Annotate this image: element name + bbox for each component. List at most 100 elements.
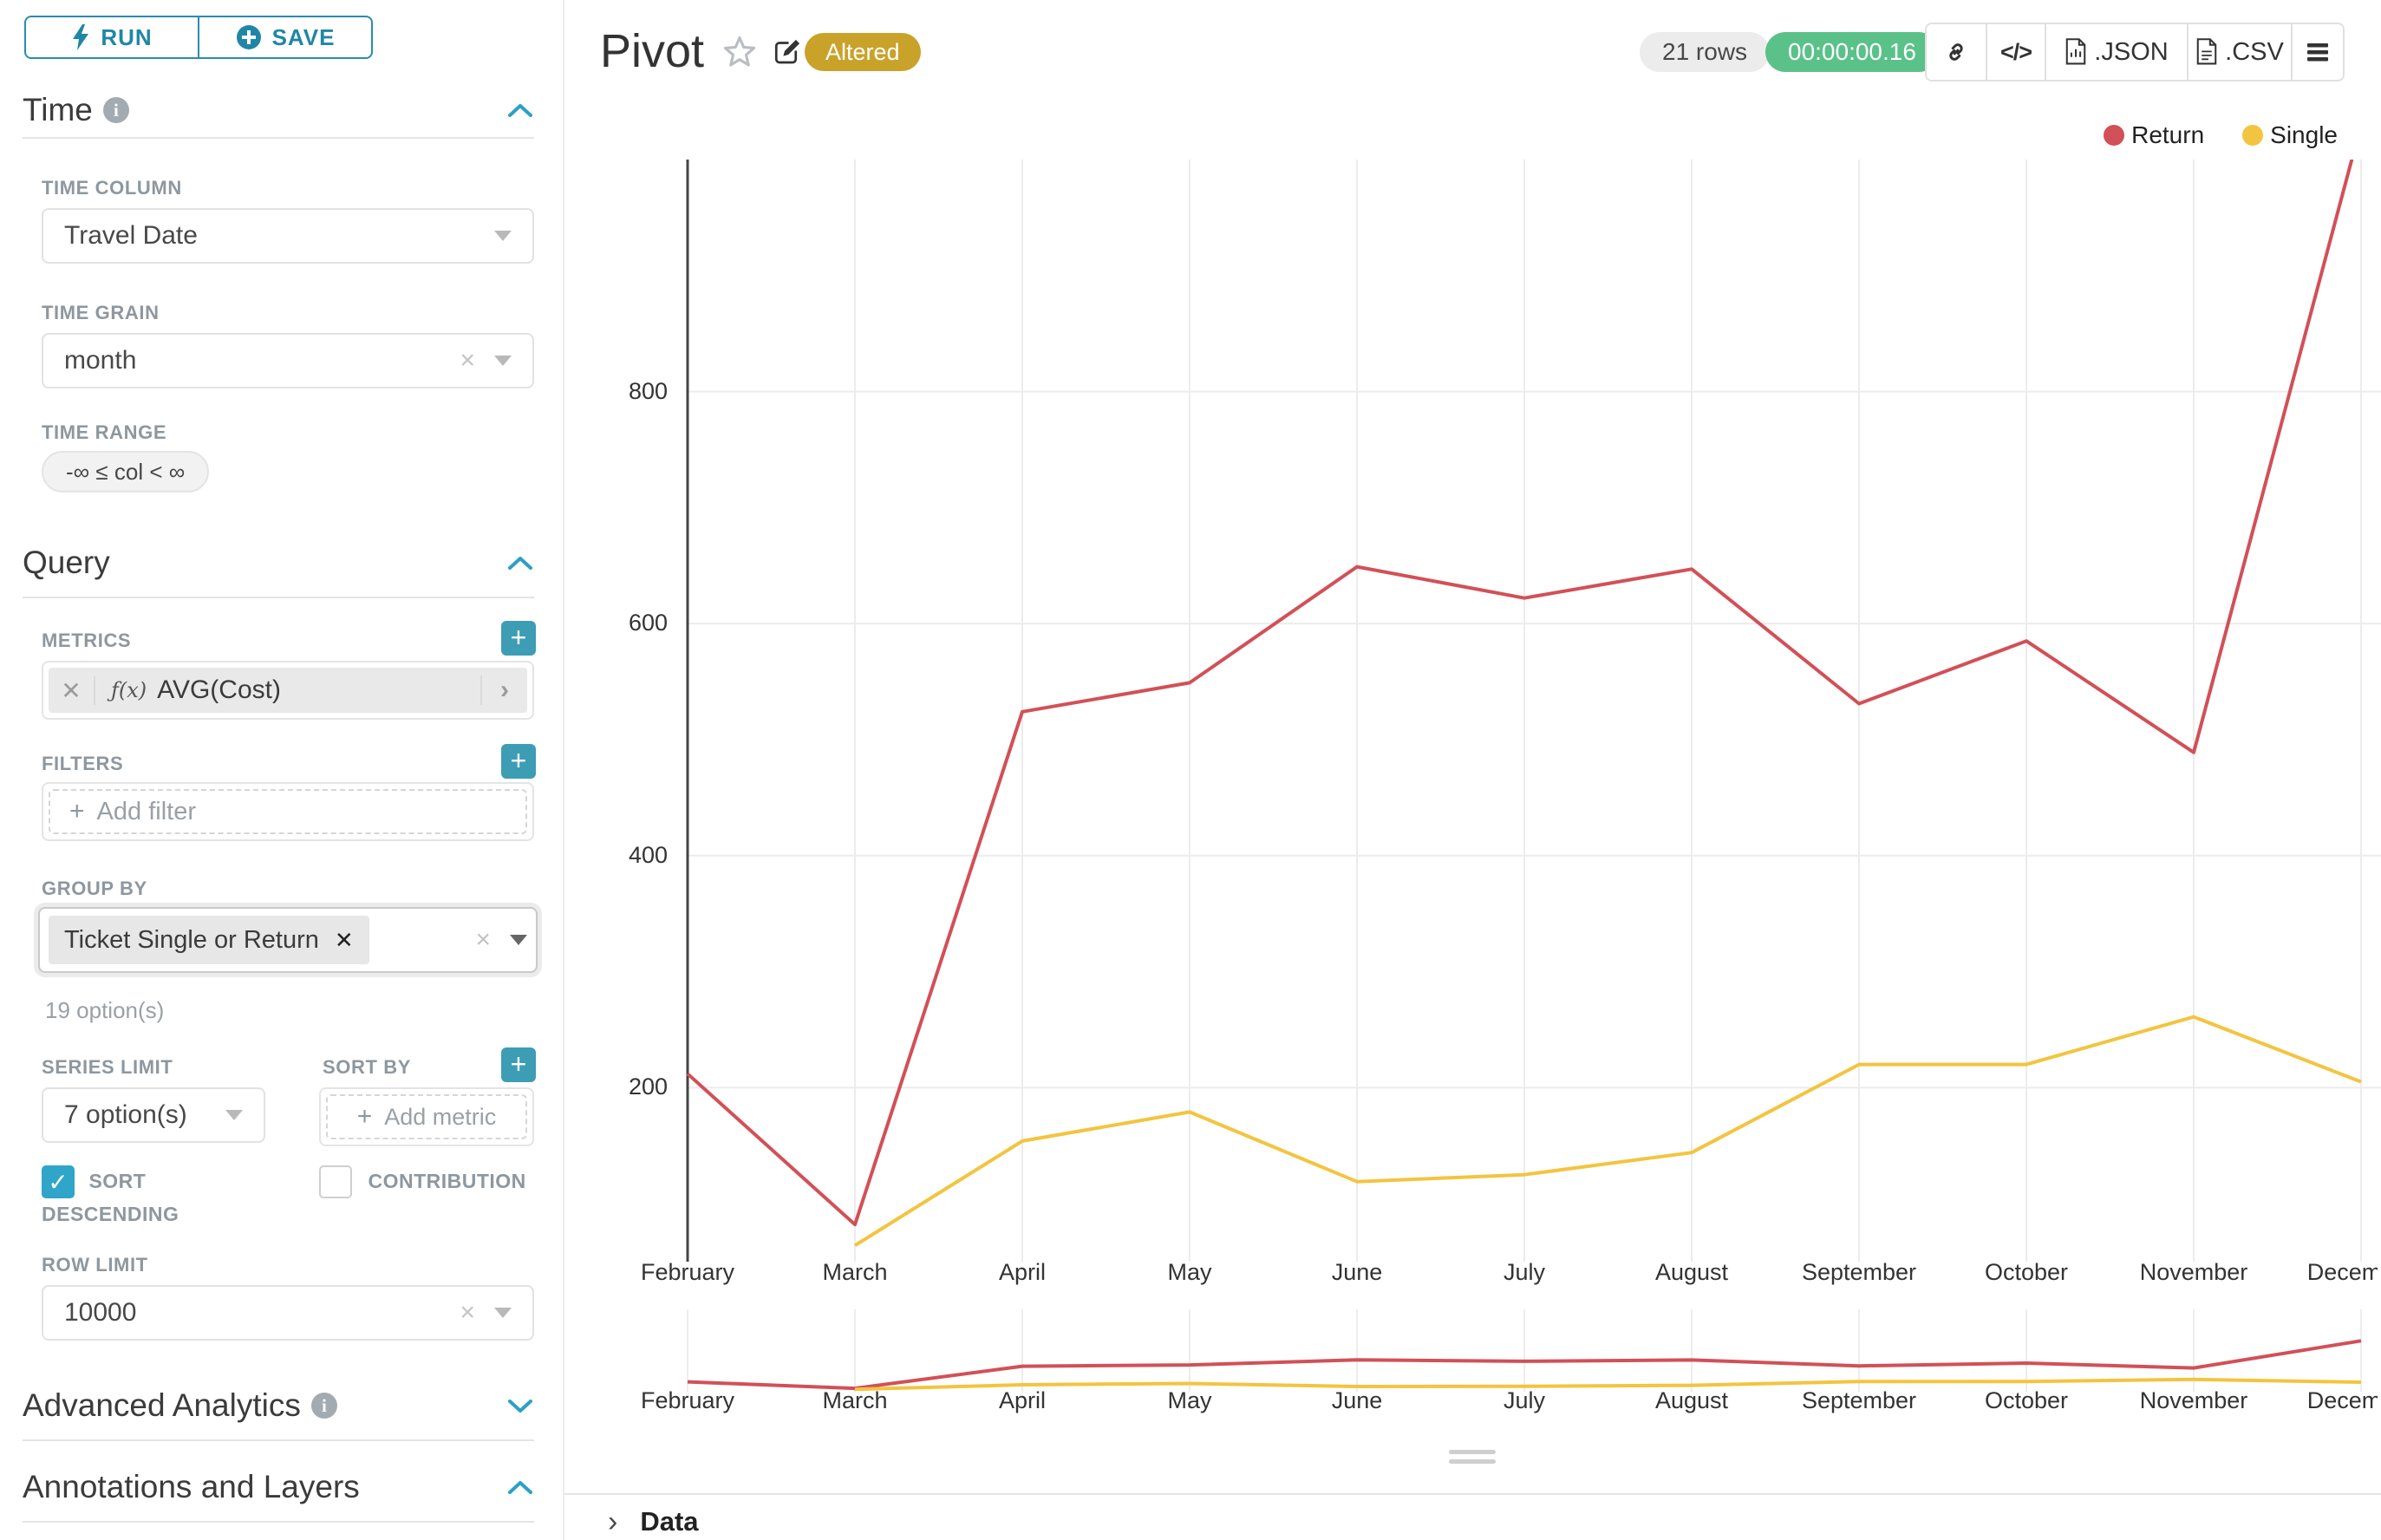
contribution-label[interactable]: CONTRIBUTION xyxy=(368,1170,526,1192)
x-tick-label: June xyxy=(1331,1387,1383,1413)
caret-down-icon[interactable] xyxy=(225,1110,243,1120)
data-panel-toggle[interactable]: › Data xyxy=(564,1493,2381,1540)
y-tick-label: 800 xyxy=(628,377,668,404)
row-limit-label: ROW LIMIT xyxy=(42,1254,148,1276)
menu-button[interactable] xyxy=(2291,24,2343,80)
row-count-label: 21 rows xyxy=(1662,38,1748,65)
annotations-section-title: Annotations and Layers xyxy=(23,1469,360,1504)
chevron-right-icon[interactable]: › xyxy=(480,675,527,705)
chevron-up-icon[interactable] xyxy=(506,1478,534,1496)
file-text-icon xyxy=(2196,38,2217,65)
export-csv-button[interactable]: .CSV xyxy=(2187,24,2291,80)
legend-item-return[interactable]: Return xyxy=(2104,121,2204,149)
brush-axis-labels: February March April May June July August Septe… xyxy=(0,1387,2378,1422)
remove-tag-icon[interactable]: ✕ xyxy=(334,926,354,953)
view-query-button[interactable]: </> xyxy=(1986,24,2045,80)
caret-down-icon[interactable] xyxy=(494,231,512,241)
edit-icon[interactable] xyxy=(772,36,803,68)
contribution-field: CONTRIBUTION xyxy=(319,1165,562,1198)
sort-descending-label[interactable]: SORT DESCENDING xyxy=(42,1170,179,1225)
chevron-up-icon[interactable] xyxy=(506,554,534,571)
x-tick-label: May xyxy=(1167,1259,1212,1285)
info-icon[interactable]: i xyxy=(310,1393,337,1419)
export-toolbar: </> .JSON .CSV xyxy=(1925,23,2345,82)
add-metric-button[interactable]: + xyxy=(501,621,536,656)
plus-icon: + xyxy=(69,797,85,825)
legend-item-single[interactable]: Single xyxy=(2242,121,2338,149)
altered-badge[interactable]: Altered xyxy=(805,33,921,71)
x-tick-label: February xyxy=(640,1387,735,1413)
metric-pill[interactable]: ✕ ƒ(x) AVG(Cost) › xyxy=(49,668,527,713)
chevron-up-icon[interactable] xyxy=(506,101,534,119)
caret-down-icon[interactable] xyxy=(494,1308,512,1318)
star-icon[interactable] xyxy=(721,35,758,69)
y-tick-label: 200 xyxy=(628,1073,668,1100)
range-brush-chart[interactable] xyxy=(686,1309,2381,1392)
save-button[interactable]: SAVE xyxy=(198,17,371,57)
chart-title: Pivot xyxy=(600,25,705,77)
chevron-right-icon: › xyxy=(608,1504,618,1538)
caret-down-icon[interactable] xyxy=(510,935,527,945)
run-button[interactable]: RUN xyxy=(26,17,198,57)
add-filter-button[interactable]: + xyxy=(501,744,536,779)
add-filter-dropzone[interactable]: + Add filter xyxy=(49,789,527,834)
time-range-value: -∞ ≤ col < ∞ xyxy=(66,458,186,485)
series-limit-select[interactable]: 7 option(s) xyxy=(42,1087,265,1143)
time-column-select[interactable]: Travel Date xyxy=(42,208,534,264)
legend-label: Return xyxy=(2131,121,2205,148)
contribution-checkbox[interactable] xyxy=(319,1165,352,1198)
run-save-button-group: RUN SAVE xyxy=(24,16,373,59)
sort-descending-checkbox[interactable]: ✓ xyxy=(42,1165,75,1198)
sort-descending-field: ✓ SORT DESCENDING xyxy=(42,1165,258,1230)
x-tick-label: December xyxy=(2306,1387,2378,1413)
clear-icon[interactable]: × xyxy=(460,1298,475,1327)
x-tick-label: August xyxy=(1654,1387,1729,1413)
x-tick-label: October xyxy=(1984,1259,2069,1285)
add-sort-metric-dropzone[interactable]: + Add metric xyxy=(326,1094,527,1139)
code-icon: </> xyxy=(1999,38,2032,65)
info-icon[interactable]: i xyxy=(102,97,129,123)
time-section-header[interactable]: Time i xyxy=(23,92,534,128)
chevron-down-icon[interactable] xyxy=(506,1397,534,1414)
x-tick-label: November xyxy=(2139,1259,2248,1285)
sort-by-box: + Add metric xyxy=(319,1087,534,1146)
clear-icon[interactable]: × xyxy=(460,346,475,375)
divider xyxy=(23,597,534,598)
export-json-button[interactable]: .JSON xyxy=(2045,24,2187,80)
x-tick-label: October xyxy=(1984,1387,2069,1413)
query-section-header[interactable]: Query xyxy=(23,545,534,581)
metrics-box: ✕ ƒ(x) AVG(Cost) › xyxy=(42,661,534,720)
resize-handle[interactable] xyxy=(1449,1450,1496,1469)
export-csv-label: .CSV xyxy=(2225,37,2284,66)
share-link-button[interactable] xyxy=(1927,24,1986,80)
line-chart[interactable] xyxy=(686,160,2381,1262)
export-json-label: .JSON xyxy=(2094,37,2169,66)
time-grain-value: month xyxy=(64,346,137,375)
advanced-analytics-header[interactable]: Advanced Analytics i xyxy=(23,1387,534,1424)
time-range-pill[interactable]: -∞ ≤ col < ∞ xyxy=(42,451,210,493)
link-icon xyxy=(1949,43,1963,61)
advanced-analytics-title: Advanced Analytics xyxy=(23,1387,301,1423)
chart-legend: Return Single xyxy=(2104,121,2338,149)
x-tick-label: April xyxy=(998,1387,1047,1413)
clear-icon[interactable]: × xyxy=(475,925,491,954)
caret-down-icon[interactable] xyxy=(494,356,512,366)
add-sort-metric-button[interactable]: + xyxy=(501,1047,536,1082)
x-tick-label: May xyxy=(1167,1387,1212,1413)
annotations-section-header[interactable]: Annotations and Layers xyxy=(23,1469,534,1505)
divider xyxy=(23,1439,534,1441)
legend-dot xyxy=(2242,125,2264,146)
row-limit-select[interactable]: 10000 × xyxy=(42,1285,534,1341)
series-line-single xyxy=(853,1015,2362,1247)
divider xyxy=(23,137,534,139)
group-by-tag[interactable]: Ticket Single or Return ✕ xyxy=(49,916,369,964)
x-tick-label: July xyxy=(1503,1259,1546,1285)
time-grain-select[interactable]: month × xyxy=(42,333,534,388)
query-timer-label: 00:00:00.16 xyxy=(1788,38,1916,65)
plus-circle-icon xyxy=(236,25,261,49)
x-tick-label: November xyxy=(2139,1387,2248,1413)
group-by-select[interactable]: Ticket Single or Return ✕ × xyxy=(38,907,538,973)
run-button-label: RUN xyxy=(101,23,153,50)
lightning-bolt-icon xyxy=(73,24,89,50)
remove-metric-icon[interactable]: ✕ xyxy=(49,675,95,705)
